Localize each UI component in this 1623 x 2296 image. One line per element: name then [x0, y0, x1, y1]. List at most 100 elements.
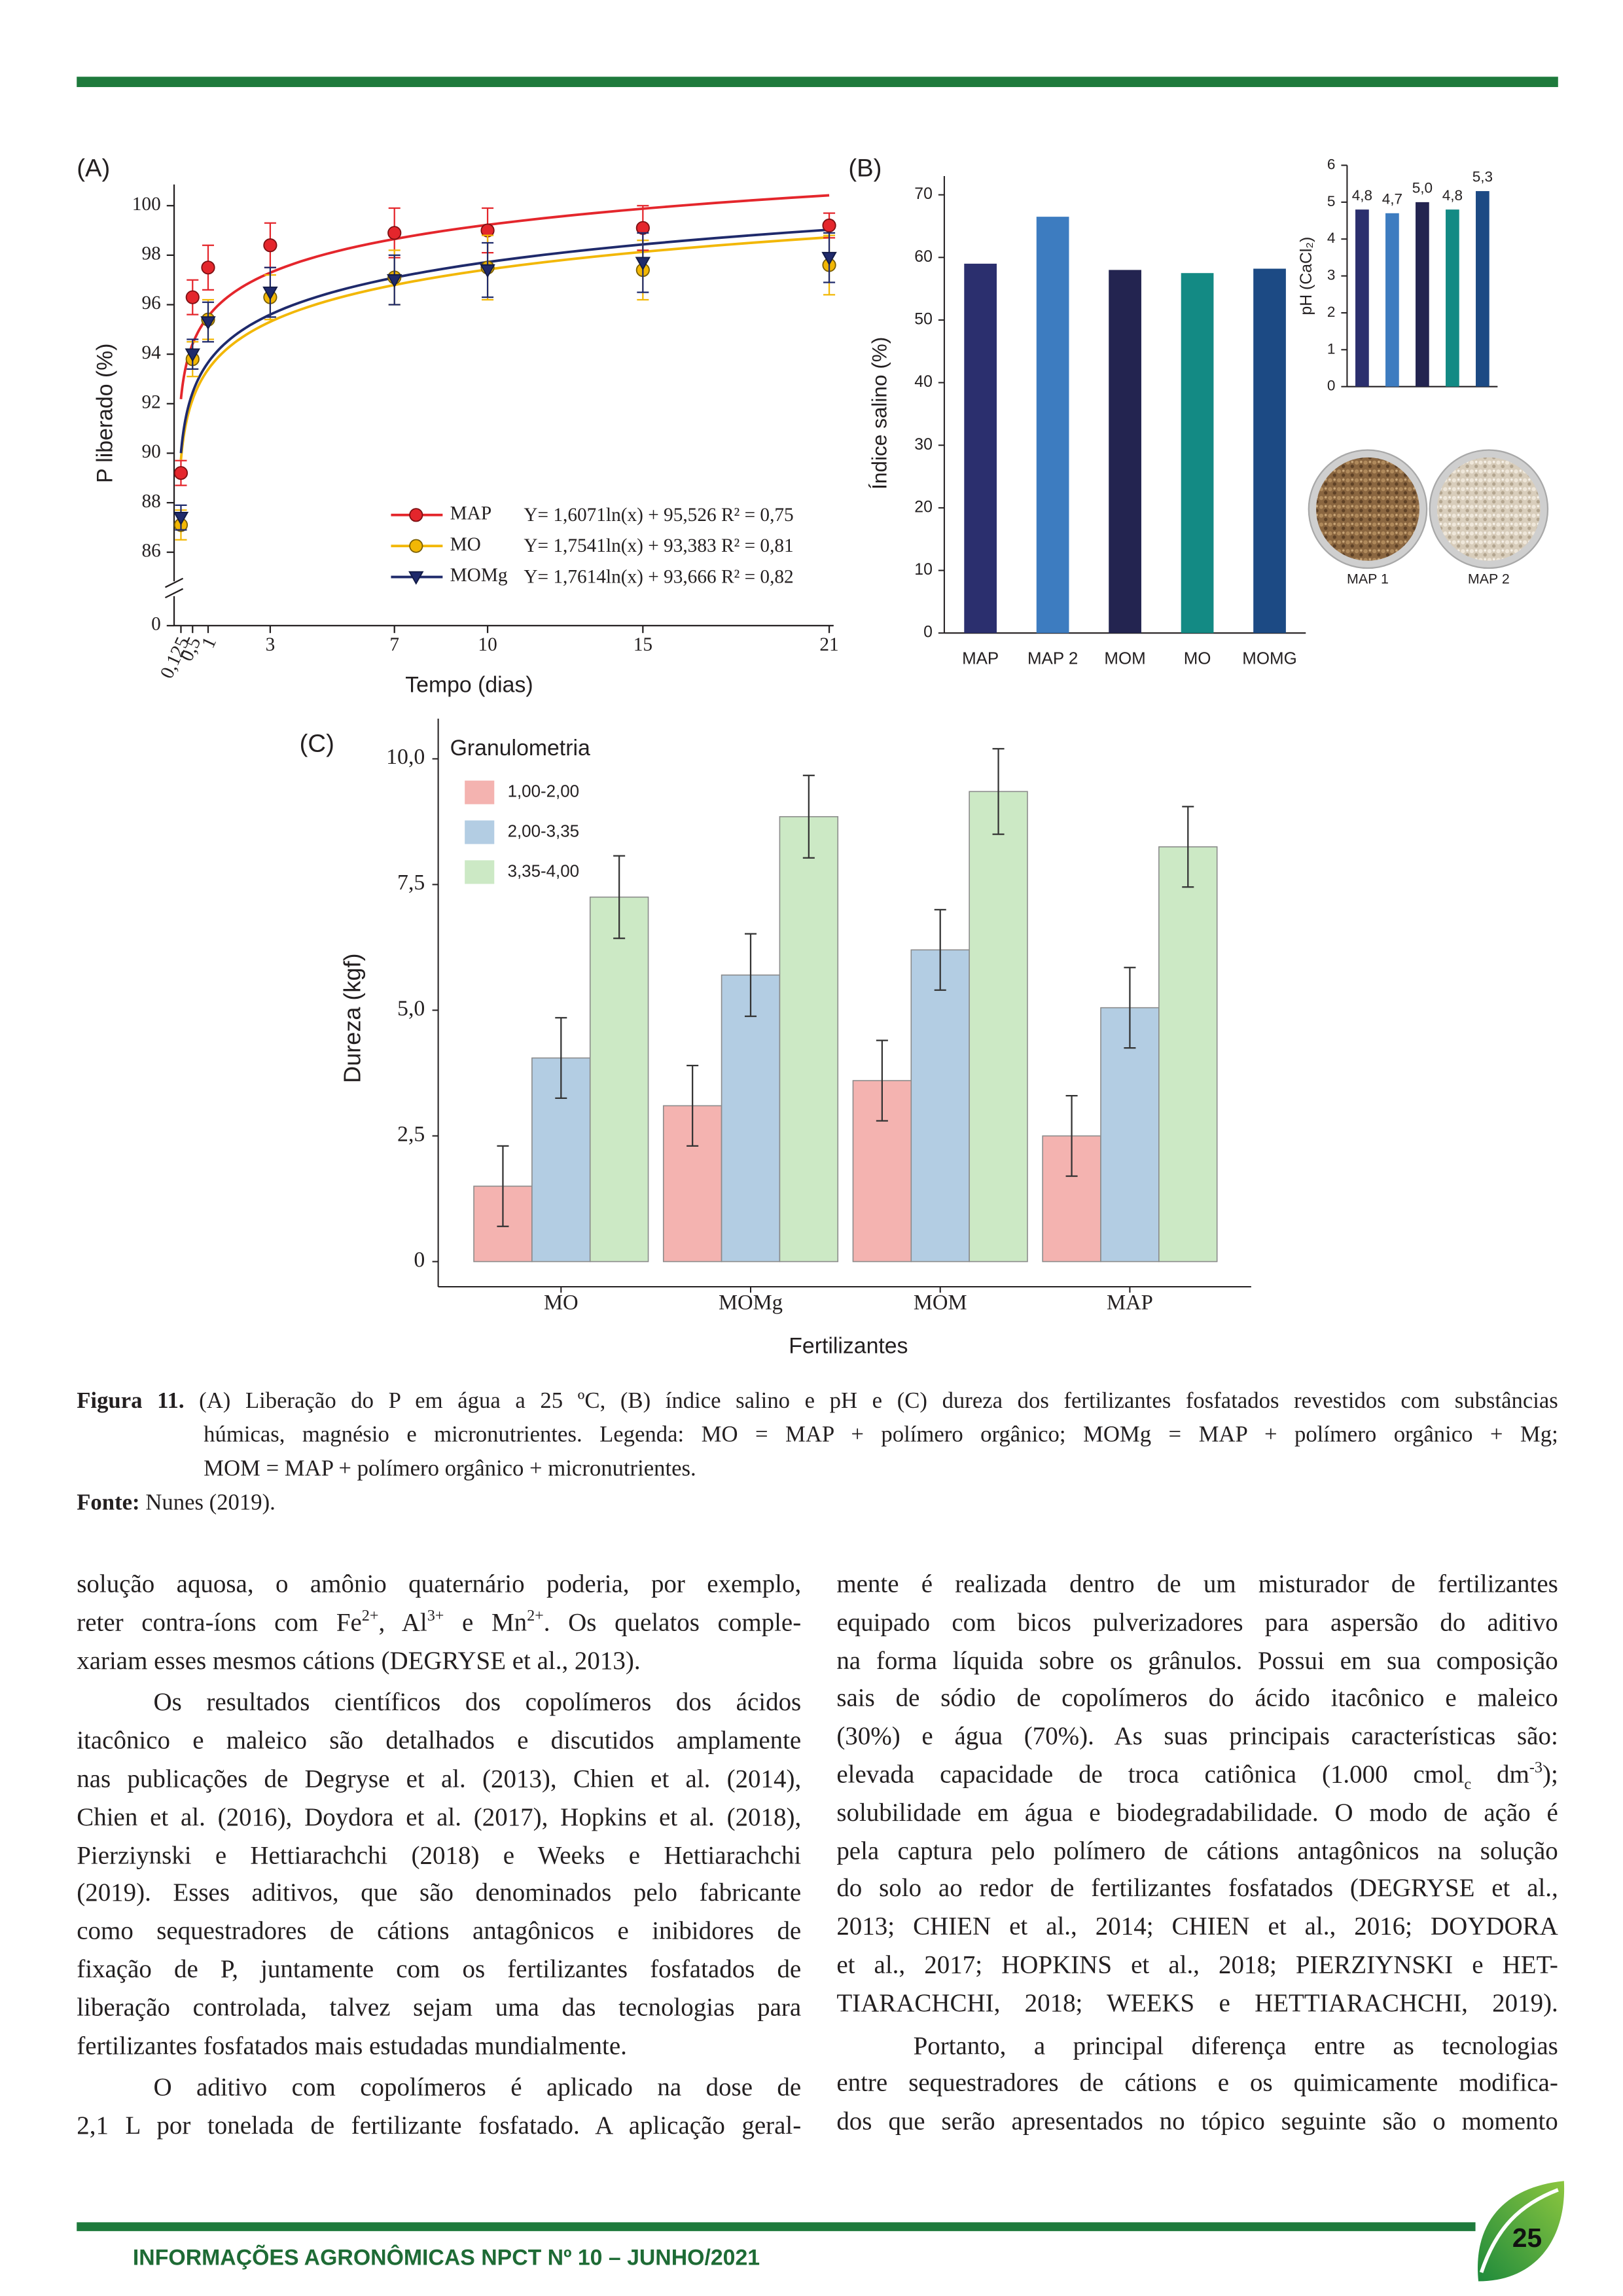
caption-text: (A) Liberação do P em água a 25 ºC, (B) …: [199, 1388, 1558, 1414]
text-run: );: [1543, 1760, 1558, 1789]
y-axis-label: P liberado (%): [92, 344, 117, 484]
body-line: fertilizantes fosfatados mais estudadas …: [77, 2031, 627, 2060]
body-line: liberação controlada, talvez sejam uma d…: [77, 1993, 802, 2022]
y-tick-label: 90: [141, 441, 160, 462]
panel-label: (A): [77, 154, 110, 182]
body-line: 2,1 L por tonelada de fertilizante fosfa…: [77, 2111, 802, 2140]
y-tick-label: 2: [1327, 304, 1336, 320]
x-tick-label: MO: [544, 1291, 579, 1315]
value-label: 4,8: [1442, 187, 1463, 204]
bar: [910, 949, 970, 1263]
page-leaf: [1478, 2181, 1565, 2282]
y-tick-label: 0: [151, 614, 161, 635]
x-tick-label: 7: [389, 634, 399, 655]
axis-break: [165, 577, 184, 588]
bar: [1253, 268, 1286, 634]
legend-label: MO: [450, 534, 481, 555]
marker: [201, 260, 215, 275]
x-axis-label: Tempo (dias): [405, 672, 533, 697]
legend-title: Granulometria: [450, 736, 590, 761]
bar: [969, 791, 1028, 1263]
bar: [964, 263, 997, 634]
legend-swatch: [465, 780, 495, 804]
superscript: 3+: [427, 1607, 444, 1625]
y-tick-label: 10: [914, 561, 933, 579]
body-line: O aditivo com copolímeros é aplicado na …: [153, 2073, 802, 2102]
superscript: 2+: [527, 1607, 544, 1625]
marker: [200, 316, 216, 330]
marker: [635, 257, 651, 271]
marker: [409, 508, 423, 522]
body-line: na forma líquida sobre os grânulos. Poss…: [836, 1646, 1558, 1674]
page-number: 25: [1512, 2223, 1542, 2253]
body-line: 2013; CHIEN et al., 2014; CHIEN et al., …: [836, 1912, 1558, 1941]
bar: [779, 816, 839, 1263]
body-line: do solo ao redor de fertilizantes fosfat…: [836, 1874, 1558, 1903]
superscript: 2+: [361, 1607, 379, 1625]
x-tick-label: 10: [478, 634, 497, 655]
source-text: Nunes (2019).: [145, 1490, 276, 1516]
y-tick-label: 5,0: [397, 996, 425, 1020]
caption-line: MOM = MAP + polímero orgânico + micronut…: [204, 1456, 696, 1482]
error-bar: [802, 774, 815, 859]
y-tick-label: 0: [414, 1247, 425, 1272]
bar: [1181, 273, 1214, 634]
y-tick-label: 0: [1327, 378, 1336, 394]
legend-equation: Y= 1,7614ln(x) + 93,666 R² = 0,82: [524, 567, 793, 588]
y-tick-label: 98: [141, 243, 160, 264]
marker: [263, 238, 277, 253]
y-tick-label: 88: [141, 491, 160, 512]
fit-curve: [179, 236, 830, 460]
bottom-rule: [77, 2222, 1476, 2231]
caption-source: Fonte: Nunes (2019).: [77, 1489, 276, 1518]
text-run: , Al: [378, 1607, 427, 1636]
body-line: nas publicações de Degryse et al. (2013)…: [77, 1765, 802, 1793]
bar: [1036, 217, 1069, 634]
y-tick-label: 40: [914, 373, 933, 391]
y-tick-label: 1: [1327, 340, 1336, 357]
x-tick-label: MOM: [1104, 650, 1145, 668]
subscript: c: [1464, 1776, 1472, 1794]
legend-equation: Y= 1,6071ln(x) + 95,526 R² = 0,75: [524, 505, 793, 526]
y-tick-label: 10,0: [386, 745, 425, 769]
body-line: TIARACHCHI, 2018; WEEKS e HETTIARACHCHI,…: [836, 1988, 1558, 2017]
text-run: dm: [1471, 1760, 1529, 1789]
x-tick-label: 21: [819, 634, 838, 655]
marker: [821, 251, 837, 266]
body-line: Os resultados científicos dos copolímero…: [153, 1689, 802, 1717]
legend-label: 2,00-3,35: [508, 822, 579, 840]
bar: [589, 896, 649, 1263]
caption-label: Figura 11.: [77, 1388, 185, 1414]
fit-curve: [179, 194, 830, 400]
y-tick-label: 100: [132, 194, 161, 215]
error-bar: [613, 855, 626, 939]
body-line: (2019). Esses aditivos, que são denomina…: [77, 1878, 802, 1907]
body-line: pela captura pelo polímero de cátions an…: [836, 1836, 1558, 1865]
marker: [409, 539, 423, 553]
value-label: 4,7: [1382, 190, 1402, 207]
body-line: Portanto, a principal diferença entre as…: [913, 2031, 1558, 2060]
body-line: elevada capacidade de troca catiônica (1…: [836, 1759, 1558, 1794]
text-run: e Mn: [444, 1607, 527, 1636]
bar: [721, 974, 781, 1263]
x-tick-label: MOMg: [719, 1291, 783, 1315]
error-bar: [934, 908, 946, 991]
legend-equation: Y= 1,7541ln(x) + 93,383 R² = 0,81: [524, 535, 793, 556]
bar: [1109, 270, 1141, 634]
caption-line: húmicas, magnésio e micronutrientes. Leg…: [204, 1422, 1558, 1448]
text-run: reter contra-íons com Fe: [77, 1607, 362, 1636]
y-tick-label: 0: [923, 624, 933, 641]
x-tick-label: 15: [633, 634, 652, 655]
y-tick-label: 7,5: [397, 870, 425, 895]
value-label: 4,8: [1352, 187, 1372, 204]
body-line: solubilidade em água e biodegradabilidad…: [836, 1798, 1558, 1827]
leaf-swoosh: [1479, 2188, 1559, 2273]
body-line: Pierziynski e Hettiarachchi (2018) e Wee…: [77, 1840, 802, 1869]
x-tick-label: MAP 2: [1027, 650, 1078, 668]
photo-granules: [1436, 457, 1541, 561]
legend-label: 3,35-4,00: [508, 862, 579, 880]
y-tick-label: 50: [914, 311, 933, 329]
body-line: itacônico e maleico são detalhados e dis…: [77, 1727, 802, 1755]
bar: [1158, 846, 1218, 1263]
